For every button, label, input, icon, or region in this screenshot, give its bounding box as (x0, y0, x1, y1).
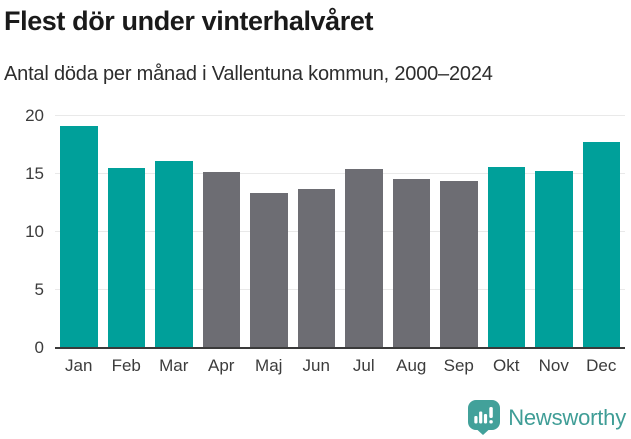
gridline-10 (55, 231, 625, 232)
x-tick-label-apr: Apr (208, 356, 235, 375)
y-tick-label-0: 0 (34, 338, 44, 357)
x-tick-label-jun: Jun (302, 356, 330, 375)
chart-subtitle: Antal döda per månad i Vallentuna kommun… (4, 63, 493, 85)
bar-jul (345, 169, 383, 348)
brand-footer: Newsworthy (468, 400, 626, 435)
bar-sep (440, 180, 478, 348)
bar-okt (487, 167, 525, 348)
y-tick-label-20: 20 (25, 106, 44, 125)
newsworthy-logo-icon (468, 400, 501, 435)
bar-mar (155, 161, 193, 348)
gridline-5 (55, 289, 625, 290)
x-tick-label-maj: Maj (255, 356, 283, 375)
x-tick-label-okt: Okt (493, 356, 520, 375)
bar-feb (107, 168, 145, 348)
x-axis-line (55, 347, 625, 349)
plot-area (55, 115, 625, 349)
bars (55, 116, 625, 348)
bar-jan (60, 126, 98, 348)
bar-dec (582, 141, 620, 348)
x-tick-label-mar: Mar (159, 356, 189, 375)
x-tick-label-jul: Jul (352, 356, 375, 375)
x-tick-label-sep: Sep (443, 356, 474, 375)
brand-name: Newsworthy (508, 404, 626, 430)
bar-jun (297, 189, 335, 348)
bar-aug (392, 178, 430, 348)
page-title: Flest dör under vinterhalvåret (4, 6, 374, 36)
gridline-20 (55, 115, 625, 116)
bar-maj (250, 192, 288, 348)
x-tick-label-aug: Aug (396, 356, 427, 375)
x-axis-labels: Jan Feb Mar Apr Maj Jun Jul Aug Sep Okt Nov Dec (55, 356, 625, 376)
x-tick-label-nov: Nov (538, 356, 569, 375)
y-tick-label-15: 15 (25, 164, 44, 183)
y-tick-label-10: 10 (25, 222, 44, 241)
bar-nov (535, 170, 573, 348)
x-tick-label-dec: Dec (586, 356, 617, 375)
gridline-15 (55, 173, 625, 174)
x-tick-label-jan: Jan (65, 356, 93, 375)
y-axis: 0 5 10 15 20 (0, 106, 44, 357)
bar-apr (202, 171, 240, 348)
x-tick-label-feb: Feb (111, 356, 141, 375)
y-tick-label-5: 5 (34, 280, 44, 299)
